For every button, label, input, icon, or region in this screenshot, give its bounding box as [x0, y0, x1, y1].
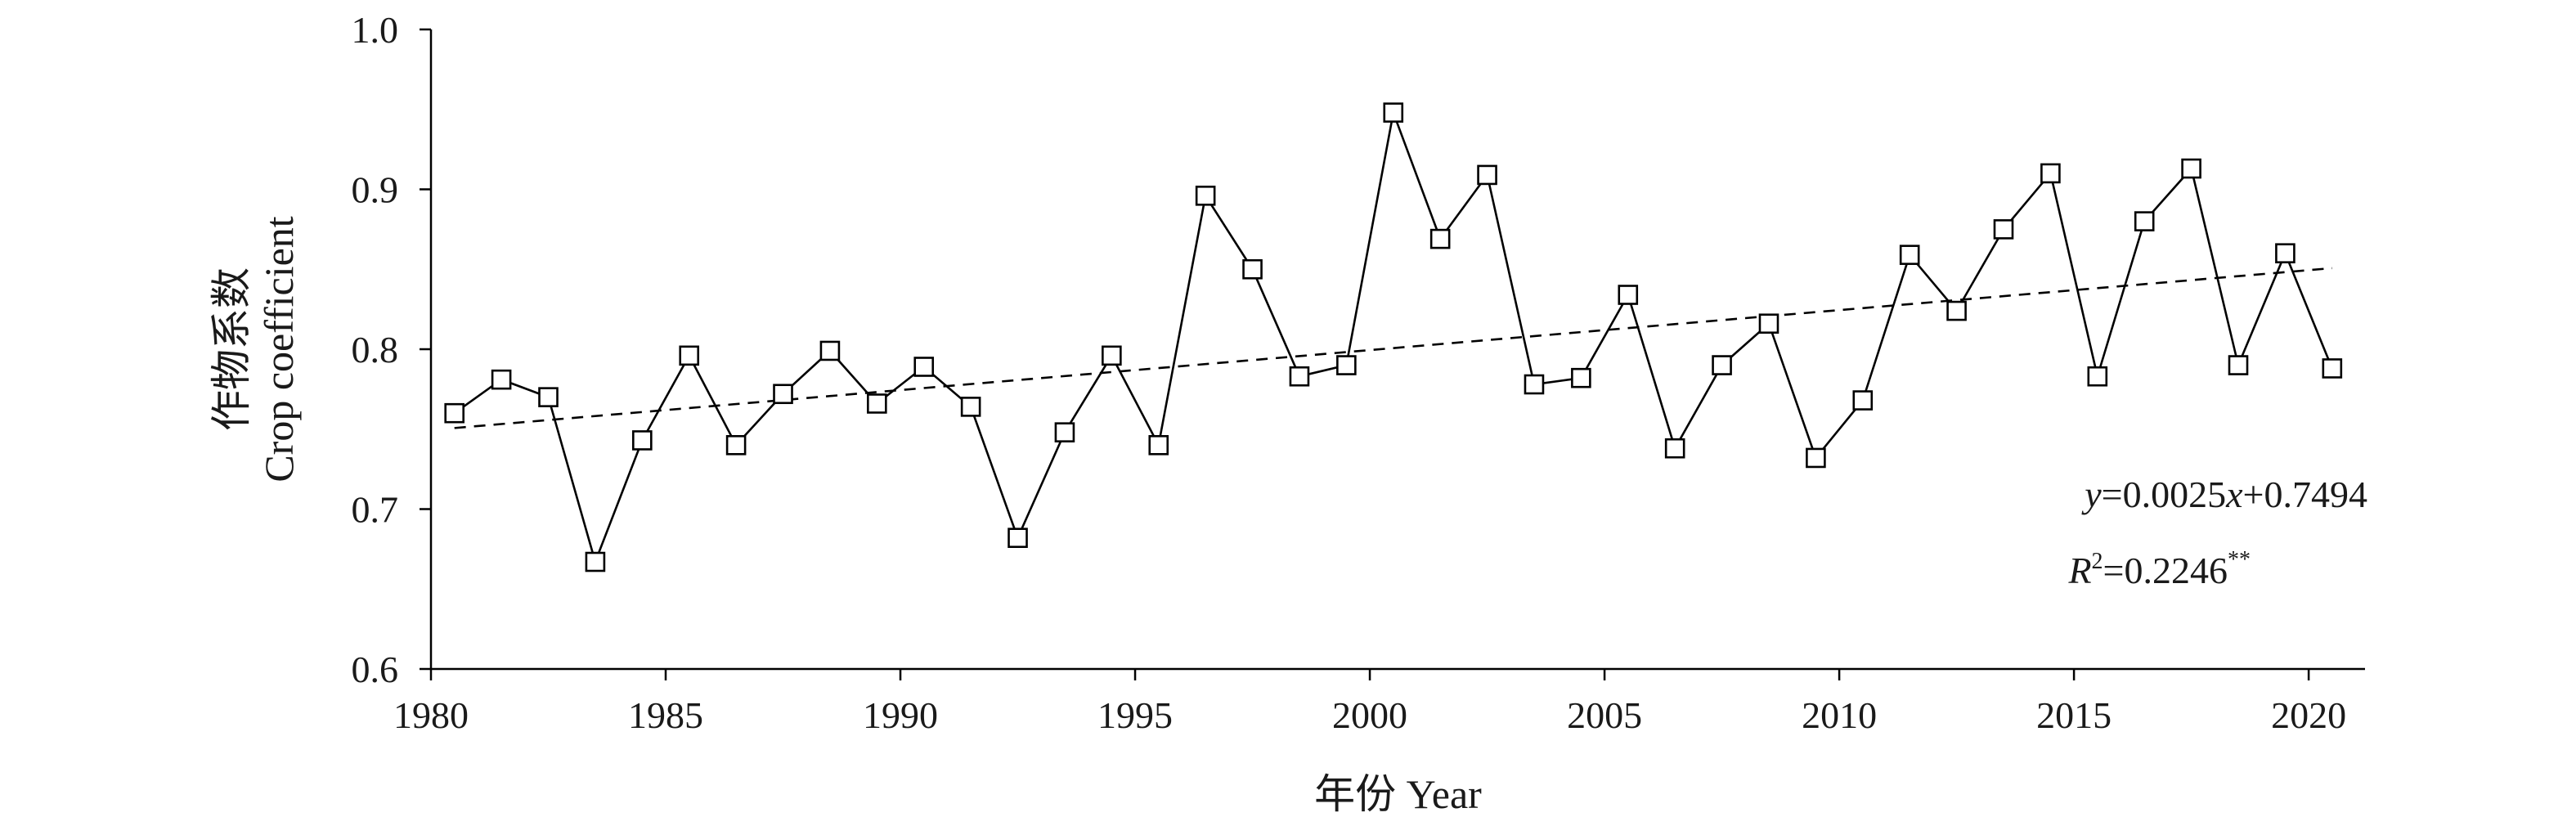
r2-superscript: 2 — [2092, 549, 2103, 574]
x-tick-label: 1980 — [393, 694, 469, 736]
trendline — [454, 267, 2332, 429]
data-point — [1664, 438, 1685, 459]
data-point — [679, 345, 700, 366]
data-point — [2181, 158, 2201, 179]
data-point — [1195, 186, 1216, 206]
x-axis-title: 年份 Year — [1314, 771, 1482, 817]
data-point — [2322, 358, 2343, 379]
data-point — [585, 551, 606, 572]
data-point — [491, 369, 512, 390]
trendline-group — [454, 267, 2332, 429]
x-tick-label: 1990 — [863, 694, 938, 736]
data-point — [725, 434, 747, 456]
data-point — [1618, 285, 1639, 305]
data-point — [819, 340, 841, 361]
data-point — [1477, 164, 1497, 186]
y-tick-label: 0.9 — [352, 169, 399, 211]
data-point — [1852, 390, 1874, 411]
x-tick-label: 1995 — [1097, 694, 1173, 736]
r2-significance: ** — [2228, 547, 2251, 572]
data-point — [1758, 313, 1779, 334]
y-tick-label: 0.7 — [352, 489, 399, 531]
data-point — [1993, 219, 2014, 240]
data-point — [444, 402, 465, 424]
x-tick-label: 2000 — [1332, 694, 1407, 736]
data-point — [1242, 258, 1263, 280]
data-point — [867, 393, 887, 414]
data-point — [1429, 228, 1451, 249]
data-point — [1899, 245, 1920, 265]
data-point — [2134, 211, 2155, 231]
regression-equation: y=0.0025x+0.7494 — [2081, 474, 2367, 515]
data-point — [2040, 163, 2061, 184]
x-tick-label: 2015 — [2036, 694, 2112, 736]
data-point — [1054, 422, 1075, 442]
data-point — [1806, 447, 1826, 469]
r2-value: =0.2246 — [2103, 550, 2228, 591]
data-point — [538, 387, 559, 407]
data-point — [1383, 102, 1404, 123]
equation-slope: =0.0025 — [2102, 474, 2226, 515]
y-axis-title-chinese: 作物系数 — [209, 267, 254, 431]
data-point — [1712, 355, 1732, 375]
data-point — [1289, 366, 1310, 387]
data-point — [960, 397, 981, 417]
data-point — [1524, 374, 1545, 395]
y-axis-title-english: Crop coefficient — [256, 216, 302, 482]
data-point — [1008, 527, 1028, 548]
data-point — [1148, 434, 1169, 456]
x-tick-label: 2005 — [1567, 694, 1642, 736]
data-point — [632, 430, 653, 451]
r2-symbol: R — [2067, 550, 2091, 591]
data-point — [2275, 243, 2296, 264]
data-point — [1336, 355, 1357, 375]
x-tick-label: 2020 — [2271, 694, 2346, 736]
data-point — [1102, 345, 1122, 366]
data-point — [1571, 367, 1591, 388]
r-squared-label: R2=0.2246** — [2067, 547, 2251, 591]
y-tick-label: 0.8 — [352, 329, 399, 370]
ticks: 0.6 0.7 0.8 0.9 1.0 1980 1985 1990 1995 2000 2005 2… — [352, 9, 2347, 736]
equation-x-var: x — [2225, 474, 2243, 515]
data-point — [2228, 355, 2249, 375]
data-point — [1946, 300, 1967, 321]
data-point — [913, 357, 935, 377]
equation-intercept: +0.7494 — [2243, 474, 2367, 515]
x-tick-label: 2010 — [1802, 694, 1877, 736]
markers-group — [444, 102, 2343, 572]
data-point — [2087, 366, 2108, 387]
y-tick-label: 1.0 — [352, 9, 399, 51]
equation-y-var: y — [2081, 474, 2102, 515]
y-tick-label: 0.6 — [352, 649, 399, 690]
data-point — [773, 384, 793, 405]
x-tick-label: 1985 — [628, 694, 703, 736]
